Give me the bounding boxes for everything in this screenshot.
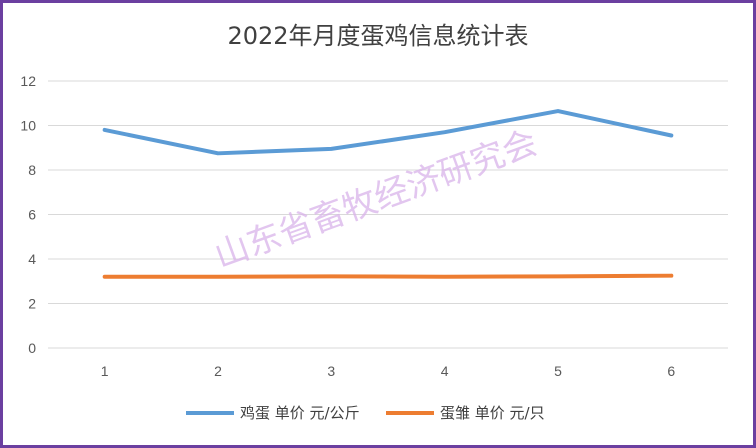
y-tick-label: 2: [28, 296, 36, 312]
legend-label-eggs: 鸡蛋 单价 元/公斤: [240, 404, 360, 422]
y-tick-label: 10: [20, 118, 36, 134]
x-tick-label: 6: [667, 363, 675, 379]
y-tick-label: 8: [28, 162, 36, 178]
x-tick-label: 4: [441, 363, 449, 379]
y-tick-label: 12: [20, 73, 36, 89]
legend: 鸡蛋 单价 元/公斤 蛋雏 单价 元/只: [186, 404, 545, 422]
watermark: 山东省畜牧经济研究会: [209, 123, 542, 277]
chart-title: 2022年月度蛋鸡信息统计表: [227, 22, 528, 50]
series-line-2: [102, 273, 674, 279]
y-tick-label: 0: [28, 340, 36, 356]
x-tick-label: 1: [101, 363, 109, 379]
y-tick-label: 4: [28, 251, 36, 267]
series-line-1: [102, 109, 674, 156]
x-axis-ticks: 1 2 3 4 5 6: [101, 363, 676, 379]
x-tick-label: 3: [327, 363, 335, 379]
grid-lines: [48, 80, 728, 349]
x-tick-label: 5: [554, 363, 562, 379]
y-axis-ticks: 0 2 4 6 8 10 12: [20, 73, 36, 356]
y-tick-label: 6: [28, 207, 36, 223]
series-lines: [102, 109, 674, 279]
legend-label-chicks: 蛋雏 单价 元/只: [440, 404, 545, 422]
x-tick-label: 2: [214, 363, 222, 379]
